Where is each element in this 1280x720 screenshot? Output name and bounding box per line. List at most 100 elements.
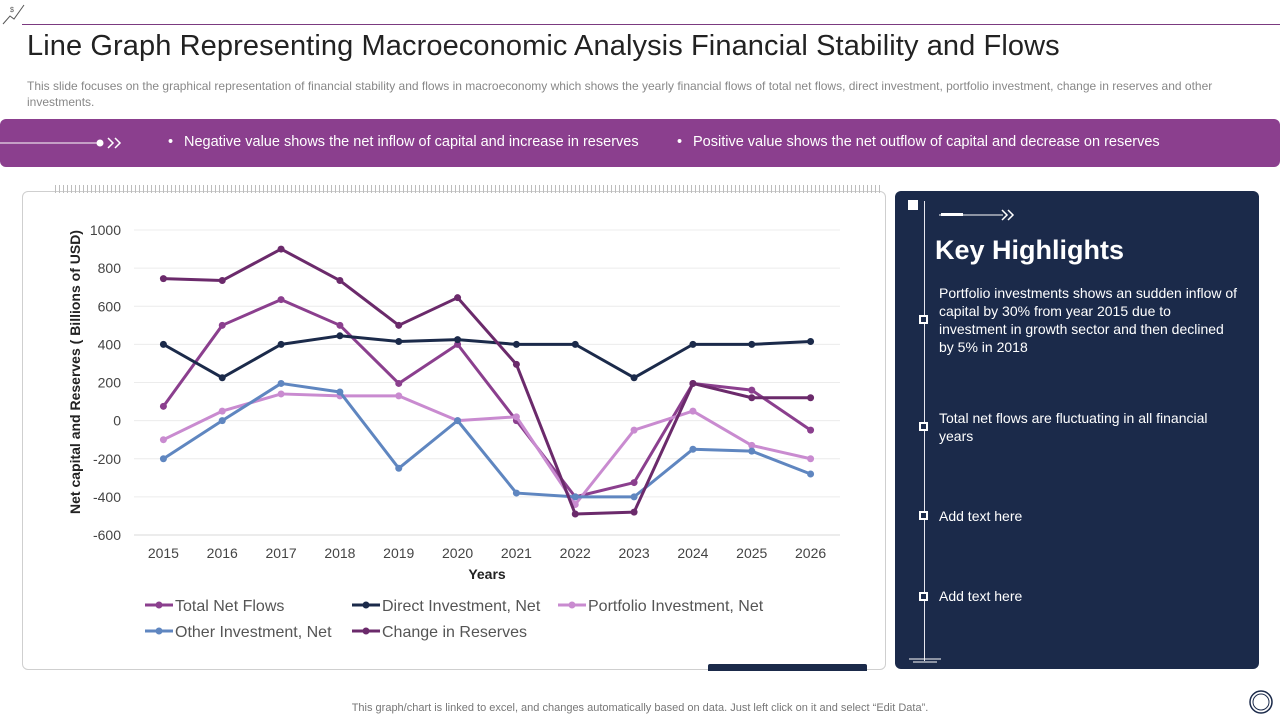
x-tick-label: 2024: [677, 545, 708, 561]
legend-item[interactable]: Portfolio Investment, Net: [558, 598, 764, 615]
series-line[interactable]: [162, 381, 812, 499]
y-tick-label: -600: [93, 527, 121, 543]
data-point[interactable]: [277, 340, 285, 348]
y-tick-label: -400: [93, 489, 121, 505]
data-point[interactable]: [807, 426, 815, 434]
data-point[interactable]: [630, 493, 638, 501]
y-tick-label: 600: [98, 298, 122, 314]
data-point[interactable]: [748, 394, 756, 402]
series-line[interactable]: [163, 247, 811, 516]
data-point[interactable]: [395, 338, 403, 346]
data-point[interactable]: [218, 321, 226, 329]
arrow-deco-icon: [0, 137, 122, 149]
data-point[interactable]: [395, 464, 403, 472]
data-point[interactable]: [630, 374, 638, 382]
data-point[interactable]: [336, 277, 344, 285]
legend-swatch-marker: [362, 627, 370, 635]
series-direct-investment-net[interactable]: [159, 332, 815, 382]
data-point[interactable]: [748, 340, 756, 348]
series-change-in-reserves[interactable]: [159, 245, 815, 518]
data-point[interactable]: [218, 417, 226, 425]
data-point[interactable]: [159, 402, 167, 410]
series-line[interactable]: [162, 334, 811, 380]
data-point[interactable]: [277, 296, 285, 304]
legend-swatch-marker: [568, 601, 576, 609]
chart-footnote: This graph/chart is linked to excel, and…: [351, 702, 929, 714]
data-point[interactable]: [748, 386, 756, 394]
data-point[interactable]: [512, 340, 520, 348]
data-point[interactable]: [277, 245, 285, 253]
x-tick-label: 2021: [501, 545, 532, 561]
data-point[interactable]: [571, 340, 579, 348]
data-point[interactable]: [807, 394, 815, 402]
series-other-investment-net[interactable]: [159, 379, 815, 501]
data-point[interactable]: [218, 374, 226, 382]
highlight-bullet-1: [919, 315, 928, 324]
data-point[interactable]: [571, 510, 579, 518]
y-tick-label: 400: [98, 336, 122, 352]
data-point[interactable]: [630, 508, 638, 516]
data-point[interactable]: [454, 417, 462, 425]
data-point[interactable]: [807, 455, 815, 463]
y-tick-label: 200: [98, 375, 122, 391]
data-point[interactable]: [689, 340, 697, 348]
y-axis-ticks: 1000 800 600 400 200 0 -200 -400 -600: [90, 222, 121, 543]
data-point[interactable]: [159, 275, 167, 283]
data-point[interactable]: [277, 379, 285, 387]
x-axis-label: Years: [468, 566, 506, 582]
data-point[interactable]: [807, 338, 815, 346]
data-point[interactable]: [454, 336, 462, 344]
x-tick-label: 2020: [442, 545, 473, 561]
data-point[interactable]: [277, 390, 285, 398]
page-subtitle: This slide focuses on the graphical repr…: [27, 79, 1213, 109]
data-point[interactable]: [159, 455, 167, 463]
data-point[interactable]: [571, 493, 579, 501]
legend-label: Direct Investment, Net: [382, 598, 541, 615]
data-point[interactable]: [512, 489, 520, 497]
data-point[interactable]: [689, 379, 697, 387]
banner-note-negative-text: Negative value shows the net inflow of c…: [184, 134, 639, 150]
chart-tab-decoration: [708, 664, 867, 671]
data-point[interactable]: [630, 426, 638, 434]
data-point[interactable]: [218, 407, 226, 415]
data-point[interactable]: [630, 479, 638, 487]
data-point[interactable]: [689, 445, 697, 453]
chart-series: [159, 245, 815, 518]
legend-item[interactable]: Other Investment, Net: [145, 624, 332, 641]
highlights-timeline-line: [924, 201, 925, 661]
legend-item[interactable]: Total Net Flows: [145, 598, 284, 615]
legend-item[interactable]: Change in Reserves: [352, 624, 527, 641]
y-tick-label: 0: [113, 413, 121, 429]
data-point[interactable]: [689, 407, 697, 415]
data-point[interactable]: [395, 321, 403, 329]
series-portfolio-investment-net[interactable]: [159, 390, 815, 508]
data-point[interactable]: [159, 340, 167, 348]
chart-logo-icon: $: [2, 4, 25, 25]
x-axis-ticks: 2015 2016 2017 2018 2019 2020 2021 2022 2023 2024…: [148, 545, 827, 561]
data-point[interactable]: [454, 294, 462, 302]
data-point[interactable]: [218, 277, 226, 285]
data-point[interactable]: [512, 413, 520, 421]
x-tick-label: 2023: [619, 545, 650, 561]
data-point[interactable]: [336, 321, 344, 329]
x-tick-label: 2015: [148, 545, 179, 561]
highlight-bullet-3: [919, 511, 928, 520]
data-point[interactable]: [807, 470, 815, 478]
legend-item[interactable]: Direct Investment, Net: [352, 598, 541, 615]
data-point[interactable]: [395, 392, 403, 400]
highlights-arrow-icon: [939, 209, 1015, 221]
legend-label: Portfolio Investment, Net: [588, 598, 764, 615]
series-line[interactable]: [162, 392, 811, 506]
data-point[interactable]: [395, 379, 403, 387]
y-axis-label: Net capital and Reserves ( Billions of U…: [67, 230, 83, 514]
y-tick-label: 800: [98, 260, 122, 276]
data-point[interactable]: [336, 332, 344, 340]
x-tick-label: 2016: [207, 545, 238, 561]
highlight-item-4: Add text here: [939, 588, 1023, 604]
data-point[interactable]: [748, 447, 756, 455]
data-point[interactable]: [336, 388, 344, 396]
data-point[interactable]: [748, 441, 756, 449]
data-point[interactable]: [512, 360, 520, 368]
data-point[interactable]: [159, 436, 167, 444]
